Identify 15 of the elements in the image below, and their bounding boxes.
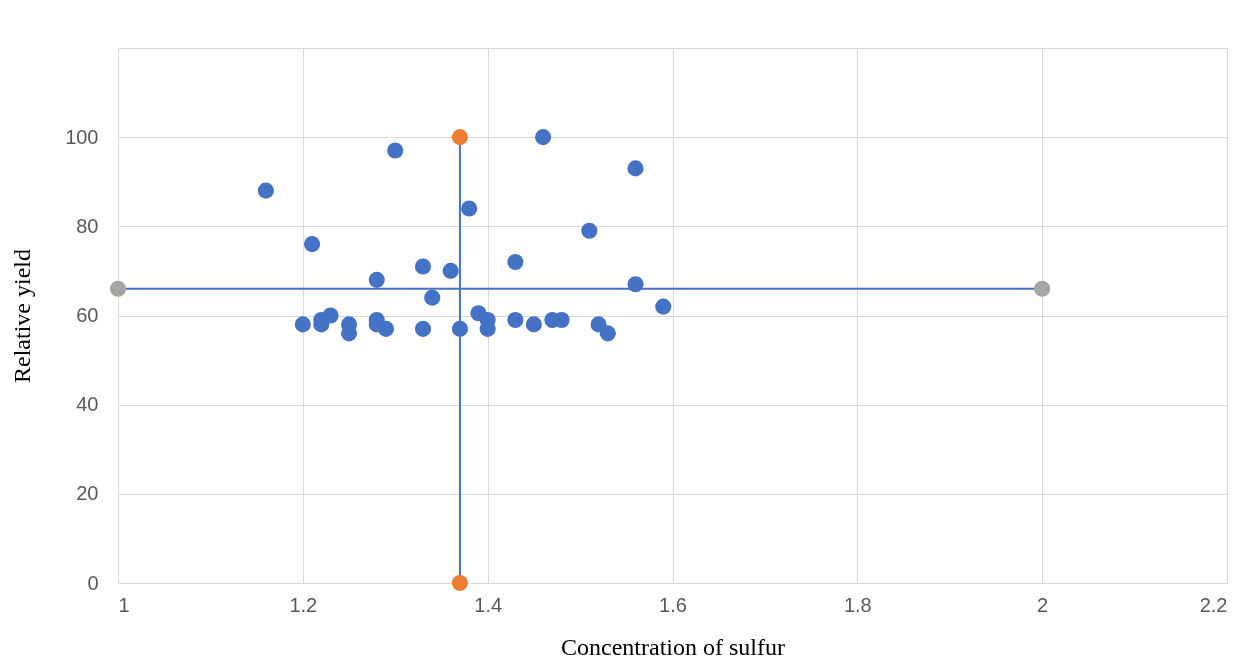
x-tick-label: 2.2	[1199, 593, 1228, 616]
y-axis-title: Relative yield	[9, 249, 36, 383]
y-tick-label: 100	[65, 125, 99, 148]
x-tick-label: 1.4	[474, 593, 503, 616]
y-tick-label: 20	[76, 482, 99, 505]
x-tick-label: 1	[118, 593, 130, 616]
x-tick-label: 1.2	[289, 593, 318, 616]
x-tick-label: 1.6	[659, 593, 687, 616]
y-tick-label: 0	[87, 571, 99, 594]
y-tick-label: 60	[76, 304, 99, 326]
y-tick-label: 40	[76, 393, 99, 416]
x-tick-label: 2	[1037, 593, 1049, 616]
x-axis-title: Concentration of sulfur	[561, 633, 785, 660]
y-tick-label: 80	[76, 214, 99, 237]
x-tick-label: 1.8	[843, 593, 872, 616]
